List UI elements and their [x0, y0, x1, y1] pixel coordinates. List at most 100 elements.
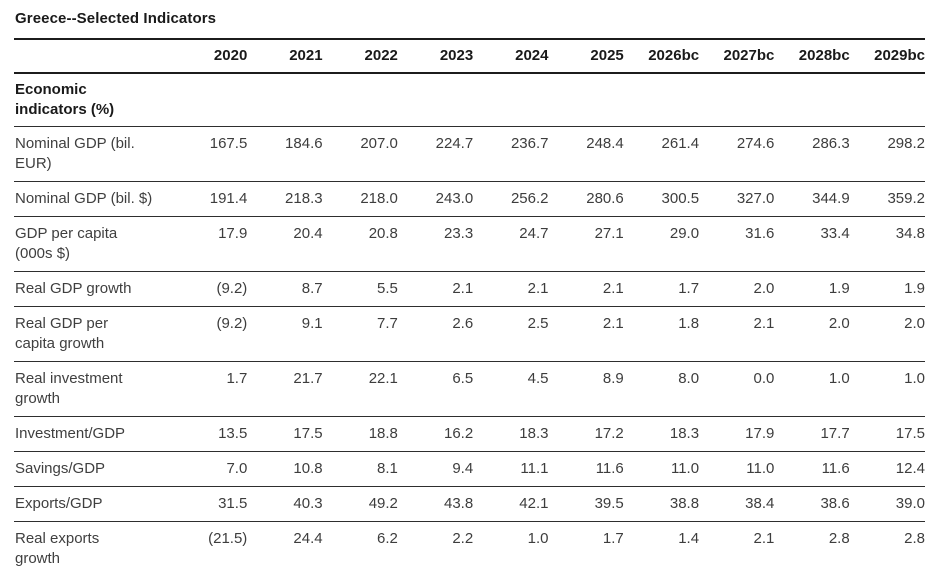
- cell-value: 207.0: [322, 126, 398, 182]
- cell-value: 40.3: [247, 486, 323, 522]
- cell-value: 42.1: [473, 486, 549, 522]
- cell-value: 2.1: [397, 271, 474, 307]
- cell-value: 2.8: [849, 521, 925, 575]
- cell-value: 6.2: [322, 521, 398, 575]
- cell-value: 236.7: [473, 126, 549, 182]
- cell-value: 1.0: [849, 361, 925, 417]
- cell-value: 18.3: [623, 416, 700, 452]
- cell-value: 2.1: [548, 271, 624, 307]
- cell-value: 21.7: [247, 361, 323, 417]
- cell-value: 1.7: [548, 521, 624, 575]
- cell-value: 18.8: [322, 416, 398, 452]
- cell-value: 191.4: [172, 181, 248, 217]
- cell-value: 248.4: [548, 126, 624, 182]
- cell-value: 280.6: [548, 181, 624, 217]
- row-label: Real exports growth: [14, 521, 172, 575]
- cell-value: 344.9: [774, 181, 850, 217]
- cell-value: 13.5: [172, 416, 248, 452]
- row-label: Investment/GDP: [14, 416, 172, 452]
- table-row: Nominal GDP (bil. EUR) 167.5 184.6 207.0 224…: [14, 126, 925, 182]
- cell-value: 11.1: [473, 451, 549, 487]
- cell-value: 327.0: [699, 181, 775, 217]
- cell-value: 27.1: [548, 216, 624, 272]
- cell-value: 10.8: [247, 451, 323, 487]
- cell-value: 6.5: [397, 361, 474, 417]
- cell-value: 22.1: [322, 361, 398, 417]
- cell-value: (9.2): [172, 306, 248, 362]
- cell-value: 8.0: [623, 361, 700, 417]
- cell-value: 8.9: [548, 361, 624, 417]
- cell-value: 261.4: [623, 126, 700, 182]
- cell-value: 9.4: [397, 451, 474, 487]
- cell-value: 359.2: [849, 181, 925, 217]
- cell-value: 7.7: [322, 306, 398, 362]
- cell-value: 1.9: [849, 271, 925, 307]
- cell-value: 20.4: [247, 216, 323, 272]
- row-label: Real GDP growth: [14, 271, 172, 307]
- cell-value: 17.9: [699, 416, 775, 452]
- cell-value: (9.2): [172, 271, 248, 307]
- cell-value: 0.0: [699, 361, 775, 417]
- cell-value: 17.5: [849, 416, 925, 452]
- section-header-row: Economic indicators (%): [14, 73, 925, 127]
- cell-value: 4.5: [473, 361, 549, 417]
- cell-value: 1.8: [623, 306, 700, 362]
- cell-value: 11.0: [623, 451, 700, 487]
- cell-value: 49.2: [322, 486, 398, 522]
- cell-value: 2.5: [473, 306, 549, 362]
- table-row: GDP per capita (000s $) 17.9 20.4 20.8 23.3 2…: [14, 216, 925, 272]
- table-row: Exports/GDP 31.5 40.3 49.2 43.8 42.1 39.5 38.8 3…: [14, 486, 925, 522]
- cell-value: 17.9: [172, 216, 248, 272]
- cell-value: 38.8: [623, 486, 700, 522]
- row-label: Exports/GDP: [14, 486, 172, 522]
- year-header: 2025: [548, 40, 624, 74]
- cell-value: 1.0: [473, 521, 549, 575]
- year-header: 2021: [247, 40, 323, 74]
- section-header: Economic indicators (%): [14, 73, 925, 127]
- year-header: 2026bc: [623, 40, 700, 74]
- page-title: Greece--Selected Indicators: [14, 7, 925, 40]
- cell-value: 5.5: [322, 271, 398, 307]
- cell-value: 23.3: [397, 216, 474, 272]
- cell-value: 38.6: [774, 486, 850, 522]
- cell-value: 2.1: [699, 306, 775, 362]
- cell-value: 2.6: [397, 306, 474, 362]
- cell-value: 2.1: [473, 271, 549, 307]
- row-label: Nominal GDP (bil. EUR): [14, 126, 172, 182]
- cell-value: 38.4: [699, 486, 775, 522]
- cell-value: (21.5): [172, 521, 248, 575]
- cell-value: 24.7: [473, 216, 549, 272]
- cell-value: 12.4: [849, 451, 925, 487]
- row-label: Real investment growth: [14, 361, 172, 417]
- cell-value: 33.4: [774, 216, 850, 272]
- table-row: Real exports growth (21.5) 24.4 6.2 2.2 1.0 1.…: [14, 521, 925, 575]
- cell-value: 8.1: [322, 451, 398, 487]
- cell-value: 18.3: [473, 416, 549, 452]
- table-row: Investment/GDP 13.5 17.5 18.8 16.2 18.3 17.2 18…: [14, 416, 925, 452]
- cell-value: 8.7: [247, 271, 323, 307]
- cell-value: 16.2: [397, 416, 474, 452]
- cell-value: 9.1: [247, 306, 323, 362]
- cell-value: 1.7: [172, 361, 248, 417]
- cell-value: 1.9: [774, 271, 850, 307]
- cell-value: 34.8: [849, 216, 925, 272]
- cell-value: 31.6: [699, 216, 775, 272]
- year-header: 2029bc: [849, 40, 925, 74]
- table-header: 2020 2021 2022 2023 2024 2025 2026bc 2027bc 2028…: [14, 40, 925, 74]
- table-row: Nominal GDP (bil. $) 191.4 218.3 218.0 243.0…: [14, 181, 925, 217]
- cell-value: 20.8: [322, 216, 398, 272]
- cell-value: 24.4: [247, 521, 323, 575]
- cell-value: 1.0: [774, 361, 850, 417]
- cell-value: 218.3: [247, 181, 323, 217]
- table-row: Real investment growth 1.7 21.7 22.1 6.5 4.5 8…: [14, 361, 925, 417]
- cell-value: 7.0: [172, 451, 248, 487]
- corner-cell: [14, 40, 172, 74]
- year-header: 2024: [473, 40, 549, 74]
- cell-value: 243.0: [397, 181, 474, 217]
- cell-value: 11.6: [774, 451, 850, 487]
- row-label: Real GDP per capita growth: [14, 306, 172, 362]
- cell-value: 2.1: [699, 521, 775, 575]
- table-row: Savings/GDP 7.0 10.8 8.1 9.4 11.1 11.6 11.0 11.0…: [14, 451, 925, 487]
- cell-value: 2.0: [849, 306, 925, 362]
